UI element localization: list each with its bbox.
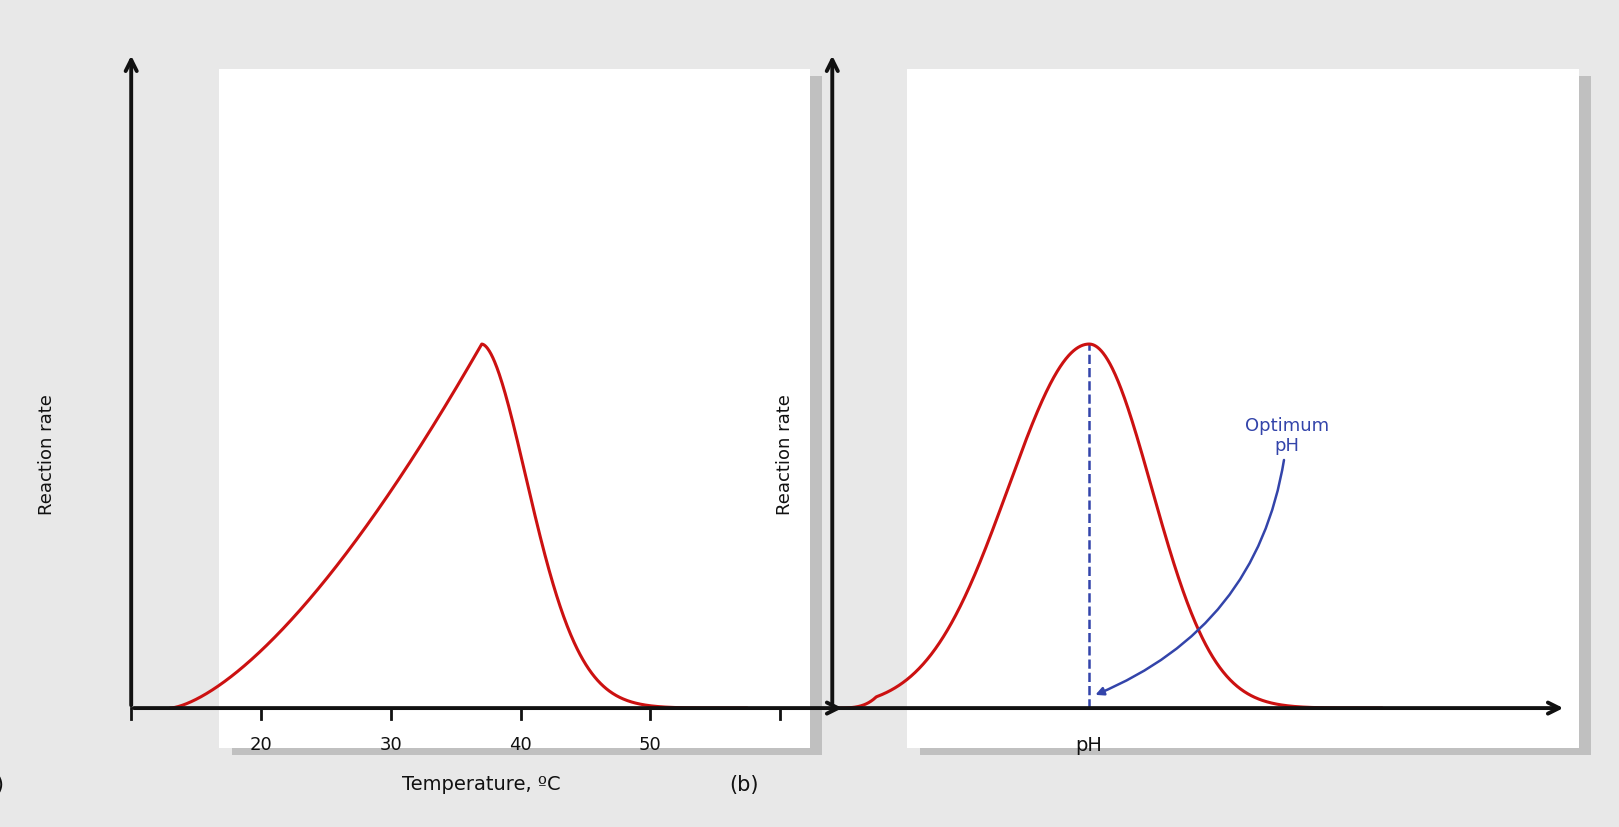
Text: 40: 40 xyxy=(510,735,533,753)
Text: Optimum
pH: Optimum pH xyxy=(1098,416,1329,695)
Text: (a): (a) xyxy=(0,774,5,794)
Text: pH: pH xyxy=(1075,735,1103,754)
Text: 50: 50 xyxy=(640,735,662,753)
Text: 20: 20 xyxy=(249,735,272,753)
Text: Reaction rate: Reaction rate xyxy=(37,394,55,514)
Text: (b): (b) xyxy=(730,774,759,794)
Text: Reaction rate: Reaction rate xyxy=(776,394,793,514)
Text: Temperature, ºC: Temperature, ºC xyxy=(403,774,560,792)
Text: 30: 30 xyxy=(379,735,402,753)
